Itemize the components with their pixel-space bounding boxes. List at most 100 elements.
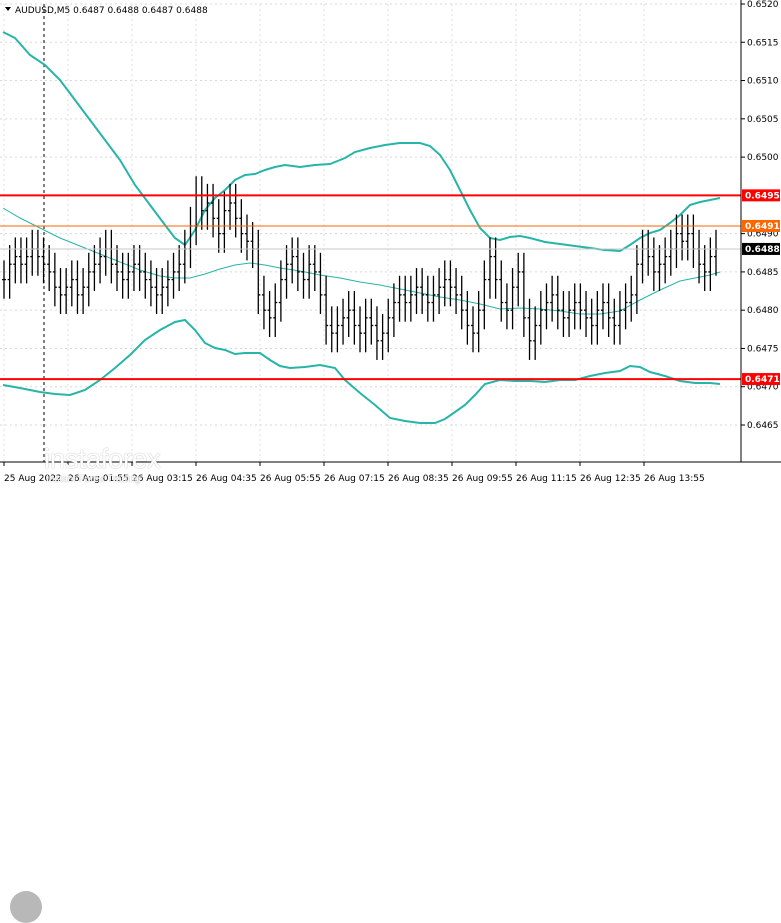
price-bar [454,268,459,315]
price-bar [657,245,662,292]
time-tick-label: 26 Aug 07:15 [324,474,385,484]
price-bar [329,306,334,353]
chart-background [0,0,781,489]
price-bar [160,268,165,315]
price-bar [606,283,611,337]
price-bar [651,237,656,292]
price-bar [617,291,622,345]
price-bar [41,237,46,284]
price-bar [499,260,504,322]
level-badge-label: 0.6491 [745,222,780,232]
price-chart[interactable]: 0.65200.65150.65100.65050.65000.64900.64… [0,0,781,489]
price-bar [341,298,346,345]
price-bar [408,275,413,322]
price-bar [420,268,425,315]
bollinger-bands [2,31,721,424]
price-bar [363,298,368,353]
price-bar [211,183,216,238]
price-tick-label: 0.6520 [747,0,779,10]
upper-band [2,31,721,253]
price-bar [278,260,283,322]
time-tick-label: 26 Aug 11:15 [516,474,577,484]
price-bar [47,245,52,292]
price-bar [137,245,142,292]
price-bar [516,252,521,307]
price-tick-label: 0.6510 [747,77,779,87]
price-bar [589,298,594,345]
price-bar [18,237,23,284]
price-bar [702,245,707,292]
price-bar [431,275,436,322]
price-bar [154,268,159,315]
logo-name: instaforex [44,443,161,474]
price-bar [290,237,295,284]
chart-grid [0,3,741,462]
price-bar [708,237,713,292]
price-bar [487,237,492,299]
price-tick-label: 0.6505 [747,115,779,125]
price-bar [403,275,408,322]
price-bar [267,291,272,337]
time-tick-label: 26 Aug 03:15 [132,474,193,484]
price-bar [273,283,278,337]
price-bar [623,283,628,330]
price-bar [527,298,532,360]
price-bar [171,252,176,299]
level-badge [742,189,780,202]
price-bar [600,283,605,330]
level-badge [742,219,780,232]
price-tick-label: 0.6515 [747,38,779,48]
price-bar [442,260,447,307]
price-bar [397,275,402,322]
level-badge-label: 0.6471 [745,375,780,385]
time-tick-label: 26 Aug 13:55 [644,474,705,484]
price-tick-label: 0.6485 [747,268,779,278]
price-bar [544,283,549,330]
price-bar [448,260,453,307]
price-bar [352,291,357,345]
price-bar [126,252,131,299]
price-bar [86,252,91,307]
price-bar [222,191,227,253]
logo-tagline: Instant Forex Trading [46,474,141,485]
time-tick-label: 26 Aug 09:55 [452,474,513,484]
level-badge-label: 0.6495 [745,191,780,201]
price-bar [24,237,29,284]
dropdown-triangle-icon[interactable] [5,7,11,11]
price-bar [685,214,690,261]
price-bar [244,214,249,261]
price-badges: 0.6495 0.6491 0.6471 0.6488 [742,189,780,386]
level-badge [742,373,780,386]
price-bar [612,298,617,345]
price-tick-label: 0.6470 [747,383,779,393]
price-bar [504,283,509,330]
price-tick-label: 0.6490 [747,230,779,240]
price-bar [358,306,362,353]
price-bar [120,252,125,299]
price-bar [81,268,86,315]
price-bar [374,306,379,360]
price-bar [391,283,396,337]
price-bar [386,298,391,353]
time-tick-label: 26 Aug 12:35 [580,474,641,484]
price-bar [177,245,182,292]
time-tick-label: 26 Aug 04:35 [196,474,257,484]
price-bar [471,306,476,353]
price-bar [233,183,238,238]
price-bar [510,268,515,330]
price-bar [284,245,289,299]
price-bar [295,237,300,292]
horizontal-levels [0,194,741,381]
price-bar [369,298,374,345]
price-bar [465,291,470,345]
price-bar [346,291,351,337]
price-bar [572,283,577,330]
price-bar [131,245,136,292]
price-bar [98,237,103,284]
price-bar [75,260,80,315]
price-bar [335,306,340,353]
symbol-header: AUDUSD,M5 0.6487 0.6488 0.6487 0.6488 [5,6,208,16]
price-bar [324,275,329,345]
price-bar [538,291,543,345]
price-bar [143,252,148,299]
